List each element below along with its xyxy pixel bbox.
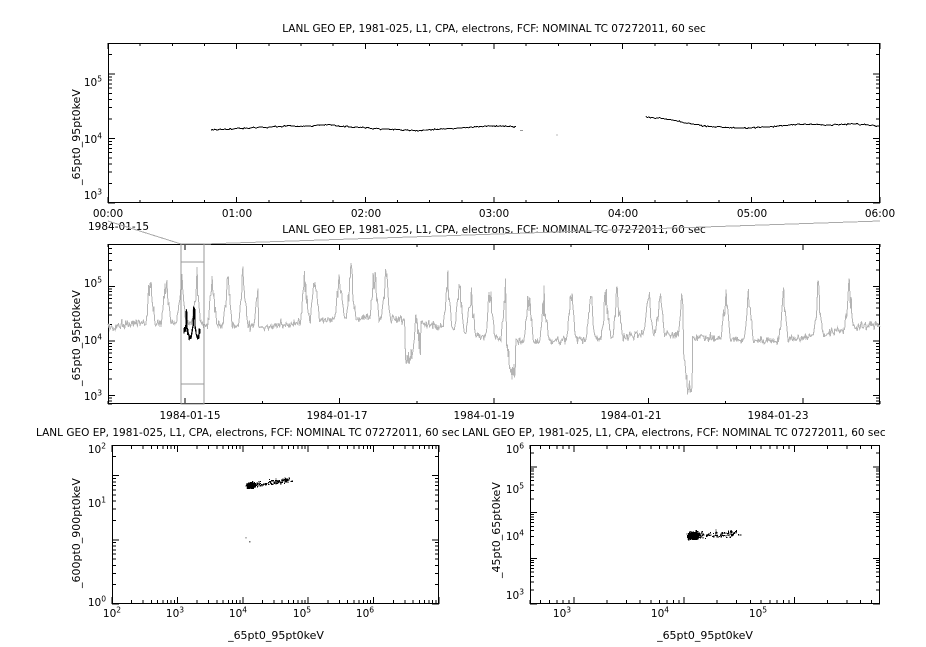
zoom-connector-lines bbox=[108, 221, 880, 244]
selection-highlight-trace bbox=[184, 306, 200, 339]
bottom-left-scatter-points bbox=[246, 477, 293, 542]
plot-vector-layer bbox=[0, 0, 926, 647]
bottom-right-scatter-points bbox=[686, 529, 741, 540]
selection-box[interactable] bbox=[181, 244, 204, 404]
top-detail-trace bbox=[211, 116, 880, 136]
middle-overview-trace bbox=[108, 263, 880, 394]
